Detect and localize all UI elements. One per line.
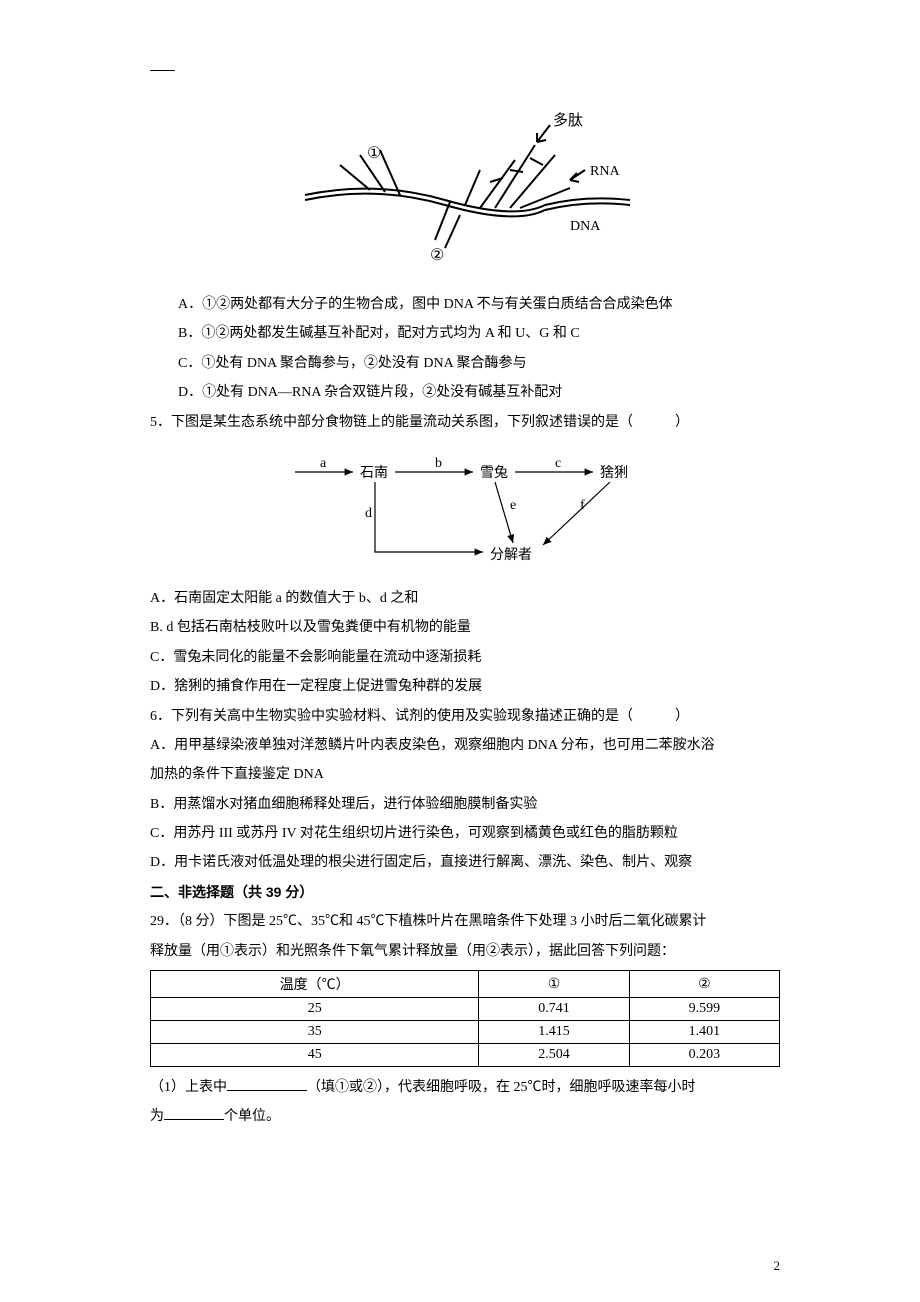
cell: 45: [151, 1044, 479, 1067]
q6-opt-d: D．用卡诺氏液对低温处理的根尖进行固定后，直接进行解离、漂洗、染色、制片、观察: [150, 848, 780, 877]
q29-sub1d: 个单位。: [224, 1109, 280, 1124]
q5-stem: 5．下图是某生态系统中部分食物链上的能量流动关系图，下列叙述错误的是（ ）: [150, 408, 780, 437]
q4-opt-d: D．①处有 DNA—RNA 杂合双链片段，②处没有碱基互补配对: [150, 378, 780, 407]
node-sheli: 猞猁: [600, 465, 628, 481]
th-col1: ①: [479, 971, 629, 998]
cell: 2.504: [479, 1044, 629, 1067]
edge-e: e: [510, 498, 516, 513]
dna-rna-svg: ① ② 多肽 RNA DNA: [285, 100, 645, 270]
label-circ2: ②: [430, 247, 444, 264]
cell: 25: [151, 998, 479, 1021]
q5-opt-c: C．雪兔未同化的能量不会影响能量在流动中逐渐损耗: [150, 643, 780, 672]
th-col2: ②: [629, 971, 779, 998]
th-temp: 温度（℃）: [151, 971, 479, 998]
label-dna: DNA: [570, 219, 601, 234]
edge-b: b: [435, 456, 442, 471]
cell: 1.415: [479, 1021, 629, 1044]
header-rule: [150, 70, 175, 71]
node-xuetu: 雪兔: [480, 465, 508, 481]
q29-sub1a: （1）上表中: [150, 1080, 227, 1095]
q29-sub1-line2: 为 个单位。: [150, 1102, 780, 1131]
q6-opt-a-2: 加热的条件下直接鉴定 DNA: [150, 760, 780, 789]
edge-c: c: [555, 456, 561, 471]
page-container: ① ② 多肽 RNA DNA A．①②两处都有大分子的生物合成，图中 DNA 不…: [0, 0, 920, 1302]
node-shinan: 石南: [360, 465, 388, 481]
q4-opt-a: A．①②两处都有大分子的生物合成，图中 DNA 不与有关蛋白质结合合成染色体: [150, 290, 780, 319]
label-circ1: ①: [367, 145, 381, 162]
q29-stem-2: 释放量（用①表示）和光照条件下氧气累计释放量（用②表示），据此回答下列问题：: [150, 937, 780, 966]
label-duotai: 多肽: [553, 112, 583, 129]
edge-a: a: [320, 456, 327, 471]
q5-opt-d: D．猞猁的捕食作用在一定程度上促进雪兔种群的发展: [150, 672, 780, 701]
q6-opt-c: C．用苏丹 III 或苏丹 IV 对花生组织切片进行染色，可观察到橘黄色或红色的…: [150, 819, 780, 848]
figure-food-chain: 石南 雪兔 猞猁 分解者 a b c d e f: [150, 447, 780, 572]
cell: 0.203: [629, 1044, 779, 1067]
cell: 9.599: [629, 998, 779, 1021]
edge-d: d: [365, 506, 372, 521]
q4-opt-b: B．①②两处都发生碱基互补配对，配对方式均为 A 和 U、G 和 C: [150, 319, 780, 348]
q5-opt-b: B. d 包括石南枯枝败叶以及雪兔粪便中有机物的能量: [150, 613, 780, 642]
table-row: 温度（℃） ① ②: [151, 971, 780, 998]
q29-stem-1: 29．（8 分）下图是 25℃、35℃和 45℃下植株叶片在黑暗条件下处理 3 …: [150, 907, 780, 936]
q29-sub1c: 为: [150, 1109, 164, 1124]
q6-opt-a-1: A．用甲基绿染液单独对洋葱鳞片叶内表皮染色，观察细胞内 DNA 分布，也可用二苯…: [150, 731, 780, 760]
cell: 1.401: [629, 1021, 779, 1044]
table-row: 35 1.415 1.401: [151, 1021, 780, 1044]
blank-2: [164, 1106, 224, 1120]
q29-table: 温度（℃） ① ② 25 0.741 9.599 35 1.415 1.401 …: [150, 970, 780, 1067]
cell: 35: [151, 1021, 479, 1044]
table-row: 45 2.504 0.203: [151, 1044, 780, 1067]
q29-sub1b: （填①或②），代表细胞呼吸，在 25℃时，细胞呼吸速率每小时: [307, 1080, 696, 1095]
q6-opt-b: B．用蒸馏水对猪血细胞稀释处理后，进行体验细胞膜制备实验: [150, 790, 780, 819]
cell: 0.741: [479, 998, 629, 1021]
node-fenjie: 分解者: [490, 547, 532, 563]
section-2-title: 二、非选择题（共 39 分）: [150, 878, 780, 907]
label-rna: RNA: [590, 164, 620, 179]
q6-stem: 6．下列有关高中生物实验中实验材料、试剂的使用及实验现象描述正确的是（ ）: [150, 702, 780, 731]
page-number: 2: [774, 1258, 781, 1274]
blank-1: [227, 1077, 307, 1091]
figure-dna-rna: ① ② 多肽 RNA DNA: [150, 100, 780, 275]
q4-opt-c: C．①处有 DNA 聚合酶参与，②处没有 DNA 聚合酶参与: [150, 349, 780, 378]
table-row: 25 0.741 9.599: [151, 998, 780, 1021]
q29-sub1-line1: （1）上表中 （填①或②），代表细胞呼吸，在 25℃时，细胞呼吸速率每小时: [150, 1073, 780, 1102]
food-chain-svg: 石南 雪兔 猞猁 分解者 a b c d e f: [255, 447, 675, 567]
q5-opt-a: A．石南固定太阳能 a 的数值大于 b、d 之和: [150, 584, 780, 613]
